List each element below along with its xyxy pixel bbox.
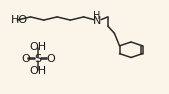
Text: S: S [34, 54, 42, 64]
Text: HO: HO [10, 15, 28, 25]
Text: OH: OH [29, 42, 46, 52]
Text: OH: OH [29, 66, 46, 76]
Text: H: H [93, 11, 101, 20]
Text: N: N [93, 16, 101, 26]
Text: O: O [46, 54, 55, 64]
Text: O: O [21, 54, 30, 64]
